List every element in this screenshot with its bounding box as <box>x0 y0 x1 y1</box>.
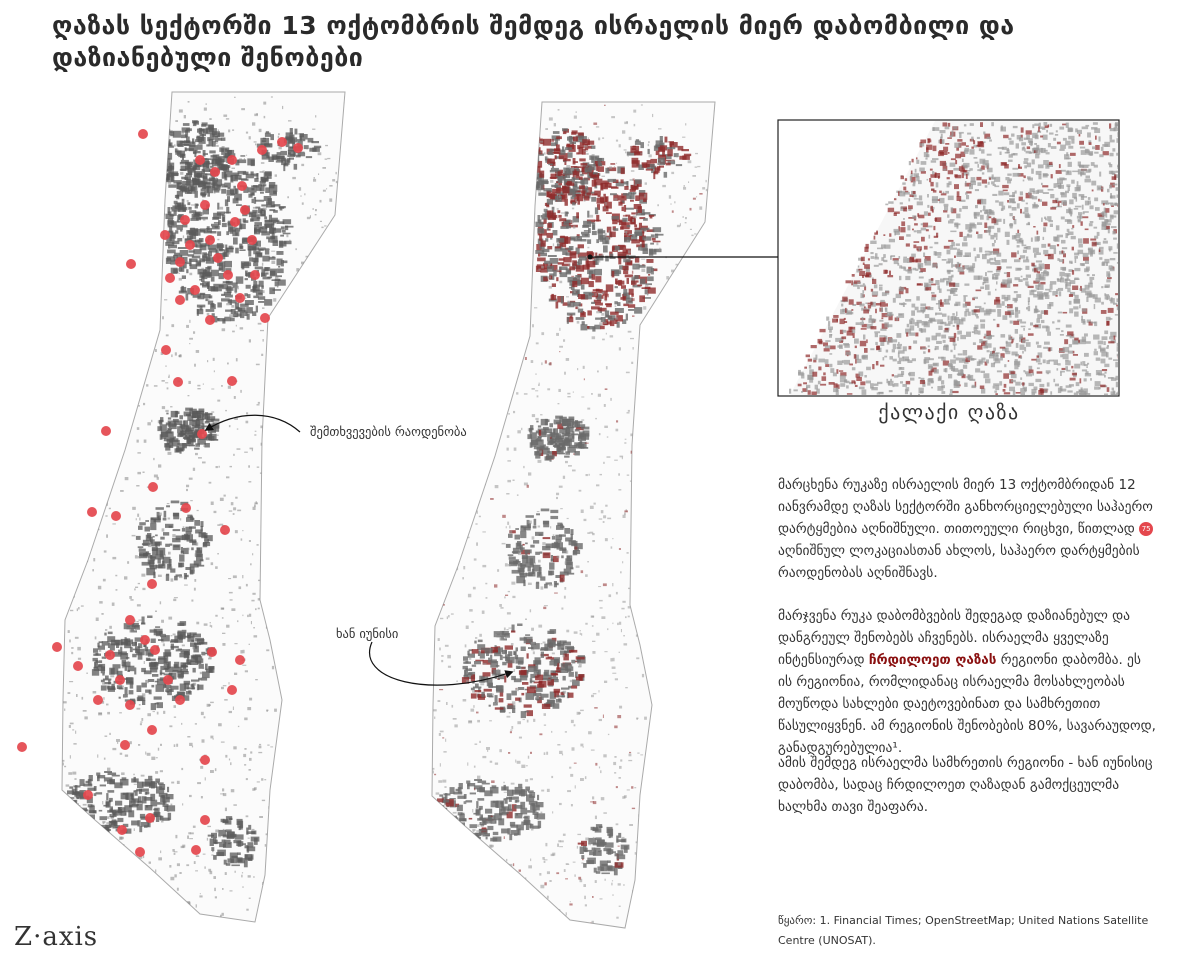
description-paragraph-3: ამის შემდეგ ისრაელმა სამხრეთის რეგიონი -… <box>778 755 1153 815</box>
strike-marker <box>235 655 245 665</box>
strike-marker <box>250 270 260 280</box>
strike-marker <box>293 143 303 153</box>
strike-marker <box>200 755 210 765</box>
strike-marker <box>237 181 247 191</box>
strike-marker <box>195 155 205 165</box>
strike-marker <box>235 293 245 303</box>
inset-connector-dot <box>587 254 593 260</box>
strike-marker <box>150 645 160 655</box>
strike-marker <box>175 295 185 305</box>
strike-marker <box>147 579 157 589</box>
strike-markers <box>17 129 303 857</box>
strike-marker <box>191 845 201 855</box>
strike-marker <box>260 313 270 323</box>
strike-marker <box>175 257 185 267</box>
strike-marker <box>175 695 185 705</box>
strike-marker <box>160 230 170 240</box>
zaxis-logo: Z·axis <box>14 922 99 952</box>
khan-younis-arrow <box>369 641 514 686</box>
strike-marker <box>120 740 130 750</box>
strike-marker <box>190 285 200 295</box>
left-map <box>17 91 346 923</box>
strike-marker <box>207 647 217 657</box>
strike-marker <box>240 205 250 215</box>
strike-marker <box>83 790 93 800</box>
incident-arrow <box>204 414 301 433</box>
strike-marker <box>197 429 207 439</box>
desc-p1-text-after: აღნიშნულ ლოკაციასთან ახლოს, საჰაერო დარტ… <box>778 543 1140 581</box>
strike-marker <box>230 217 240 227</box>
strike-marker <box>73 661 83 671</box>
strike-marker <box>140 635 150 645</box>
strike-marker <box>227 376 237 386</box>
strike-marker <box>147 725 157 735</box>
strike-marker <box>247 235 257 245</box>
strike-marker <box>87 507 97 517</box>
strike-marker <box>125 615 135 625</box>
strike-marker <box>93 695 103 705</box>
north-gaza-highlight: ჩრდილოეთ ღაზას <box>868 652 997 668</box>
strike-marker <box>227 155 237 165</box>
strike-marker <box>163 675 173 685</box>
strike-marker <box>165 273 175 283</box>
strike-marker <box>210 167 220 177</box>
desc-p2-text-after: რეგიონი დაბომბა. ეს ის რეგიონია, რომლიდა… <box>778 652 1156 756</box>
strike-marker <box>117 825 127 835</box>
desc-p1-text: მარცხენა რუკაზე ისრაელის მიერ 13 ოქტომბრ… <box>778 477 1153 537</box>
strike-marker <box>200 815 210 825</box>
strike-marker <box>227 685 237 695</box>
right-map <box>431 101 716 929</box>
strike-marker <box>180 215 190 225</box>
strike-count-badge: 75 <box>1139 522 1154 536</box>
strike-marker <box>126 259 136 269</box>
strike-marker <box>17 742 27 752</box>
strike-marker <box>111 511 121 521</box>
strike-marker <box>205 315 215 325</box>
strike-marker <box>223 270 233 280</box>
strike-marker <box>205 235 215 245</box>
inset-buildings <box>789 121 1118 395</box>
strike-marker <box>161 345 171 355</box>
desc-p2-text: მარჯვენა რუკა დაბომბვების შედეგად დაზიან… <box>778 608 1131 668</box>
strike-marker <box>213 253 223 263</box>
strike-marker <box>101 426 111 436</box>
strike-marker <box>138 129 148 139</box>
strike-marker <box>125 700 135 710</box>
description-paragraph-2: მარჯვენა რუკა დაბომბვების შედეგად დაზიან… <box>778 605 1158 759</box>
source-note: წყარო: 1. Financial Times; OpenStreetMap… <box>778 914 1149 947</box>
strike-marker <box>200 200 210 210</box>
inset-caption: ქალაქი ღაზა <box>878 400 1020 424</box>
strike-marker <box>257 145 267 155</box>
strike-marker <box>173 377 183 387</box>
strike-marker <box>105 650 115 660</box>
strike-marker <box>220 525 230 535</box>
gaza-city-inset <box>777 119 1120 397</box>
khan-younis-label: ხან იუნისი <box>336 626 399 641</box>
strike-marker <box>181 503 191 513</box>
incident-count-label: შემთხვევების რაოდენობა <box>310 424 467 439</box>
strike-marker <box>185 240 195 250</box>
description-paragraph-1: მარცხენა რუკაზე ისრაელის მიერ 13 ოქტომბრ… <box>778 474 1158 584</box>
page-title: ღაზას სექტორში 13 ოქტომბრის შემდეგ ისრაე… <box>52 11 1015 72</box>
strike-marker <box>52 642 62 652</box>
strike-marker <box>135 847 145 857</box>
strike-marker <box>277 137 287 147</box>
left-map-outline <box>61 91 346 923</box>
strike-marker <box>145 813 155 823</box>
strike-marker <box>115 675 125 685</box>
strike-marker <box>148 482 158 492</box>
